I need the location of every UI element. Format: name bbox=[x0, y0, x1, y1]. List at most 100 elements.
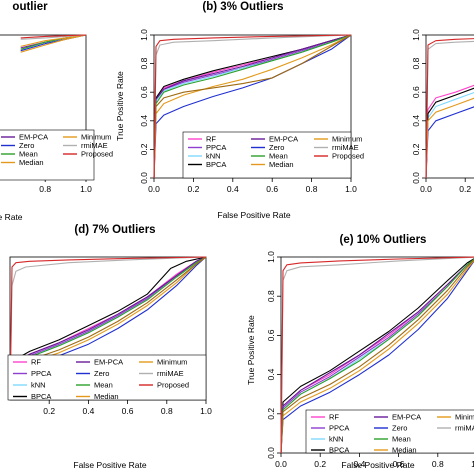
legend-entry: Zero bbox=[269, 143, 284, 152]
legend-entry: EM-PCA bbox=[269, 135, 298, 144]
legend-entry: BPCA bbox=[31, 392, 51, 401]
x-tick-label: 0.0 bbox=[275, 459, 287, 469]
y-axis-label: True Positive Rate bbox=[246, 315, 256, 385]
x-tick-label: 0.8 bbox=[432, 459, 444, 469]
legend-entry: Mean bbox=[269, 152, 288, 161]
y-tick-label: 1.0 bbox=[411, 29, 421, 41]
legend-entry: rmiMAE bbox=[455, 424, 474, 433]
legend-entry: Proposed bbox=[332, 152, 364, 161]
series-line-em-pca bbox=[280, 258, 474, 454]
legend-entry: Proposed bbox=[157, 381, 189, 390]
series-line-proposed bbox=[425, 38, 474, 179]
series-line-minimum bbox=[20, 34, 87, 47]
series-line-minimum bbox=[280, 259, 474, 454]
y-tick-label: 0.6 bbox=[139, 86, 149, 98]
x-tick-label: 1.0 bbox=[80, 184, 92, 194]
legend-entry: RF bbox=[329, 413, 339, 422]
series-line-rf bbox=[425, 84, 474, 179]
legend-entry: Mean bbox=[19, 150, 38, 159]
y-tick-label: 0.8 bbox=[411, 57, 421, 69]
legend-entry: Median bbox=[269, 160, 294, 169]
y-tick-label: 0.4 bbox=[266, 368, 276, 380]
x-tick-label: 0.0 bbox=[148, 184, 160, 194]
y-tick-label: 0.6 bbox=[411, 86, 421, 98]
legend-entry: Zero bbox=[19, 141, 34, 150]
y-tick-label: 0.0 bbox=[139, 172, 149, 184]
x-tick-label: 0.8 bbox=[39, 184, 51, 194]
series-line-zero bbox=[280, 260, 474, 454]
series-group bbox=[280, 256, 474, 454]
y-tick-label: 1.0 bbox=[139, 29, 149, 41]
panel-title: (b) 3% Outliers bbox=[202, 1, 283, 13]
x-tick-label: 0.6 bbox=[393, 459, 405, 469]
panel-title: outlier bbox=[12, 1, 48, 13]
series-line-median bbox=[153, 34, 352, 179]
y-tick-label: 0.2 bbox=[266, 408, 276, 420]
x-tick-label: 0.0 bbox=[420, 184, 432, 194]
legend-entry: RF bbox=[31, 358, 41, 367]
y-tick-label: 0.8 bbox=[139, 57, 149, 69]
legend-entry: rmiMAE bbox=[332, 143, 359, 152]
legend-entry: Minimum bbox=[81, 133, 111, 142]
series-line-zero bbox=[425, 106, 474, 179]
legend: RFPPCAkNNBPCAEM-PCAZeroMeanMedianMinimum… bbox=[305, 409, 474, 455]
x-tick-label: 0.2 bbox=[187, 184, 199, 194]
y-tick-label: 1.0 bbox=[266, 251, 276, 263]
series-line-bpca bbox=[280, 258, 474, 454]
series-group bbox=[425, 38, 474, 179]
panel-title: (d) 7% Outliers bbox=[74, 224, 155, 236]
legend-entry: kNN bbox=[206, 152, 221, 161]
series-line-mean bbox=[153, 34, 352, 179]
legend-entry: Minimum bbox=[157, 358, 187, 367]
y-tick-label: 0.0 bbox=[266, 447, 276, 459]
series-line-zero bbox=[153, 34, 352, 179]
series-line-em-pca bbox=[153, 34, 352, 179]
y-tick-label: 0.4 bbox=[411, 115, 421, 127]
legend-entry: rmiMAE bbox=[157, 369, 184, 378]
y-tick-label: 0.8 bbox=[266, 290, 276, 302]
legend: RFPPCAkNNBPCAEM-PCAZeroMeanMedianMinimum… bbox=[182, 131, 364, 179]
x-tick-label: 0.2 bbox=[459, 184, 471, 194]
legend-entry: EM-PCA bbox=[19, 133, 48, 142]
series-line-median bbox=[425, 97, 474, 179]
legend-entry: Mean bbox=[94, 381, 113, 390]
legend-entry: kNN bbox=[329, 435, 344, 444]
series-line-proposed bbox=[280, 256, 474, 454]
panel-b: (b) 3% Outliers 0.0 0.2 0.4 0.6 0.8 1.0 0.0 0.2 0… bbox=[115, 1, 364, 220]
y-tick-label: 0.2 bbox=[139, 143, 149, 155]
x-axis-label: False Positive Rate bbox=[341, 460, 414, 470]
legend-entry: Zero bbox=[94, 369, 109, 378]
panel-e: (e) 10% Outliers 0.0 0.2 0.4 0.6 0.8 1.0 0.0 0.2… bbox=[246, 234, 474, 470]
legend-entry: BPCA bbox=[329, 446, 349, 455]
legend-box bbox=[0, 129, 95, 181]
series-line-median bbox=[20, 34, 87, 53]
series-line-median bbox=[280, 259, 474, 454]
x-axis-label: False Positive Rate bbox=[217, 210, 290, 220]
series-line-proposed bbox=[9, 256, 207, 401]
legend-entry: BPCA bbox=[206, 160, 226, 169]
series-line-proposed bbox=[153, 34, 352, 179]
legend-entry: Zero bbox=[392, 424, 407, 433]
plot-frame bbox=[425, 34, 474, 179]
legend-entry: kNN bbox=[31, 381, 46, 390]
series-line-mean bbox=[280, 258, 474, 454]
legend-entry: RF bbox=[206, 135, 216, 144]
panel-title: (e) 10% Outliers bbox=[340, 234, 427, 246]
legend-entry: EM-PCA bbox=[94, 358, 123, 367]
x-tick-label: 0.8 bbox=[306, 184, 318, 194]
x-tick-label: 1.0 bbox=[200, 406, 212, 416]
legend-entry: Median bbox=[392, 446, 417, 455]
y-tick-label: 0.6 bbox=[266, 329, 276, 341]
series-line-proposed bbox=[20, 34, 87, 39]
legend-entry: rmiMAE bbox=[81, 141, 108, 150]
series-line-minimum bbox=[153, 34, 352, 179]
legend-entry: Median bbox=[94, 392, 119, 401]
legend-entry: Minimum bbox=[455, 413, 474, 422]
x-tick-label: 0.6 bbox=[122, 406, 134, 416]
legend-entry: PPCA bbox=[329, 424, 349, 433]
legend: RFPPCAkNNBPCAEM-PCAZeroMeanMedianMinimum… bbox=[7, 354, 207, 401]
legend-entry: PPCA bbox=[206, 143, 226, 152]
